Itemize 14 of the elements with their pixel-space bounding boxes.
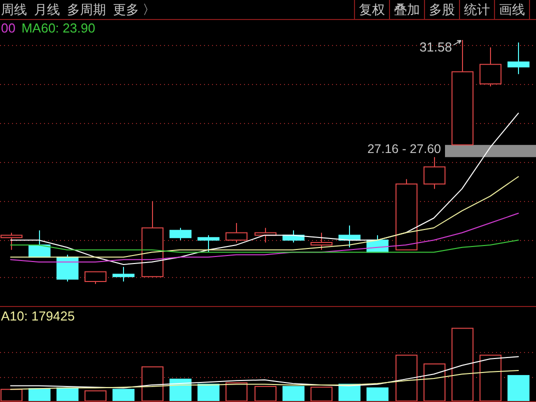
menu-item: 多周期 [67, 2, 106, 17]
series-name: A10: 179425 [1, 308, 75, 324]
menu-item: 月线 [34, 2, 60, 17]
band-label: 27.16 - 27.60 [367, 142, 441, 156]
menu-item: 周线 [1, 2, 27, 17]
button-label: 统计 [464, 2, 490, 17]
menu-item: 更多 〉 [113, 2, 156, 17]
series-name: MA60: 23.90 [21, 20, 96, 36]
button-label: 叠加 [394, 2, 420, 17]
series-name: 00 [1, 20, 16, 36]
button-label: 画线 [499, 2, 525, 17]
annotation: 31.58 [419, 40, 452, 54]
button-label: 复权 [359, 2, 385, 17]
button-label: 多股 [429, 2, 455, 17]
